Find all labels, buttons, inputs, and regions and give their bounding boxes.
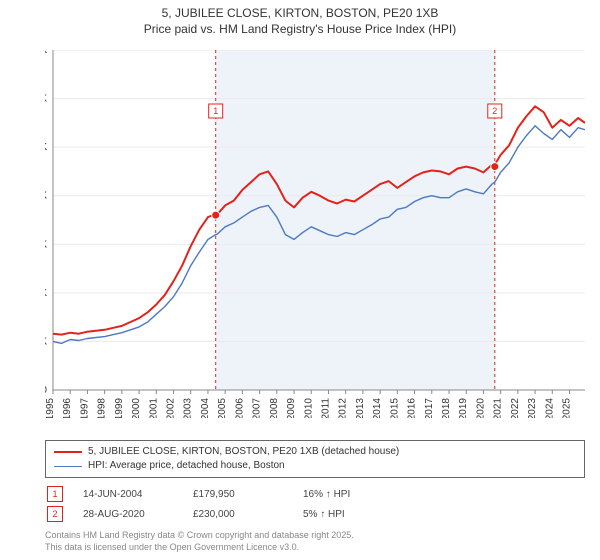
svg-text:1999: 1999 bbox=[114, 398, 125, 418]
copyright-line1: Contains HM Land Registry data © Crown c… bbox=[45, 530, 585, 542]
svg-text:2003: 2003 bbox=[183, 398, 194, 418]
svg-text:2007: 2007 bbox=[252, 398, 263, 418]
svg-text:2: 2 bbox=[492, 106, 497, 116]
svg-text:2016: 2016 bbox=[407, 398, 418, 418]
legend-swatch bbox=[54, 451, 82, 453]
legend-label: HPI: Average price, detached house, Bost… bbox=[88, 459, 285, 473]
svg-text:1: 1 bbox=[213, 106, 218, 116]
transaction-date: 14-JUN-2004 bbox=[83, 489, 173, 500]
svg-text:2005: 2005 bbox=[217, 398, 228, 418]
svg-text:2001: 2001 bbox=[148, 398, 159, 418]
svg-text:£50K: £50K bbox=[45, 336, 47, 347]
legend-row: 5, JUBILEE CLOSE, KIRTON, BOSTON, PE20 1… bbox=[54, 445, 576, 459]
transaction-price: £230,000 bbox=[193, 509, 283, 520]
chart-area: £0 £50K £100K £150K £200K £250K £300K £350K 1995… bbox=[45, 50, 585, 418]
svg-text:2009: 2009 bbox=[286, 398, 297, 418]
svg-text:1997: 1997 bbox=[79, 398, 90, 418]
svg-text:2000: 2000 bbox=[131, 398, 142, 418]
svg-text:2008: 2008 bbox=[269, 398, 280, 418]
legend-row: HPI: Average price, detached house, Bost… bbox=[54, 459, 576, 473]
svg-text:2020: 2020 bbox=[475, 398, 486, 418]
transaction-diff: 16% ↑ HPI bbox=[303, 489, 393, 500]
svg-text:1996: 1996 bbox=[62, 398, 73, 418]
svg-text:£0: £0 bbox=[45, 385, 47, 396]
svg-text:2002: 2002 bbox=[166, 398, 177, 418]
svg-text:2023: 2023 bbox=[527, 398, 538, 418]
svg-text:2012: 2012 bbox=[338, 398, 349, 418]
page-subtitle: Price paid vs. HM Land Registry's House … bbox=[0, 20, 600, 36]
svg-text:£100K: £100K bbox=[45, 288, 47, 299]
transaction-price: £179,950 bbox=[193, 489, 283, 500]
svg-text:2018: 2018 bbox=[441, 398, 452, 418]
copyright: Contains HM Land Registry data © Crown c… bbox=[45, 530, 585, 553]
svg-text:2015: 2015 bbox=[389, 398, 400, 418]
svg-text:2019: 2019 bbox=[458, 398, 469, 418]
svg-text:1998: 1998 bbox=[97, 398, 108, 418]
transaction-marker: 1 bbox=[47, 486, 63, 502]
transaction-date: 28-AUG-2020 bbox=[83, 509, 173, 520]
chart-svg: £0 £50K £100K £150K £200K £250K £300K £350K 1995… bbox=[45, 50, 585, 418]
svg-text:£350K: £350K bbox=[45, 50, 47, 56]
legend-box: 5, JUBILEE CLOSE, KIRTON, BOSTON, PE20 1… bbox=[45, 440, 585, 478]
page-title: 5, JUBILEE CLOSE, KIRTON, BOSTON, PE20 1… bbox=[0, 0, 600, 20]
copyright-line2: This data is licensed under the Open Gov… bbox=[45, 542, 585, 554]
svg-text:2011: 2011 bbox=[320, 398, 331, 418]
chart-container: 5, JUBILEE CLOSE, KIRTON, BOSTON, PE20 1… bbox=[0, 0, 600, 560]
legend-swatch bbox=[54, 466, 82, 467]
legend-label: 5, JUBILEE CLOSE, KIRTON, BOSTON, PE20 1… bbox=[88, 445, 399, 459]
svg-text:2021: 2021 bbox=[493, 398, 504, 418]
transaction-marker: 2 bbox=[47, 506, 63, 522]
svg-text:2024: 2024 bbox=[544, 398, 555, 418]
svg-text:2004: 2004 bbox=[200, 398, 211, 418]
transaction-row: 1 14-JUN-2004 £179,950 16% ↑ HPI bbox=[45, 484, 585, 504]
svg-text:2006: 2006 bbox=[234, 398, 245, 418]
svg-text:£200K: £200K bbox=[45, 191, 47, 202]
svg-text:£300K: £300K bbox=[45, 94, 47, 105]
svg-text:2022: 2022 bbox=[510, 398, 521, 418]
svg-text:2014: 2014 bbox=[372, 398, 383, 418]
svg-text:2013: 2013 bbox=[355, 398, 366, 418]
transaction-row: 2 28-AUG-2020 £230,000 5% ↑ HPI bbox=[45, 504, 585, 524]
transaction-diff: 5% ↑ HPI bbox=[303, 509, 393, 520]
svg-text:£250K: £250K bbox=[45, 142, 47, 153]
svg-text:2010: 2010 bbox=[303, 398, 314, 418]
svg-text:2017: 2017 bbox=[424, 398, 435, 418]
svg-text:£150K: £150K bbox=[45, 239, 47, 250]
bottom-panel: 5, JUBILEE CLOSE, KIRTON, BOSTON, PE20 1… bbox=[45, 440, 585, 553]
transaction-table: 1 14-JUN-2004 £179,950 16% ↑ HPI 2 28-AUG-202… bbox=[45, 484, 585, 524]
svg-text:1995: 1995 bbox=[45, 398, 56, 418]
svg-text:2025: 2025 bbox=[562, 398, 573, 418]
